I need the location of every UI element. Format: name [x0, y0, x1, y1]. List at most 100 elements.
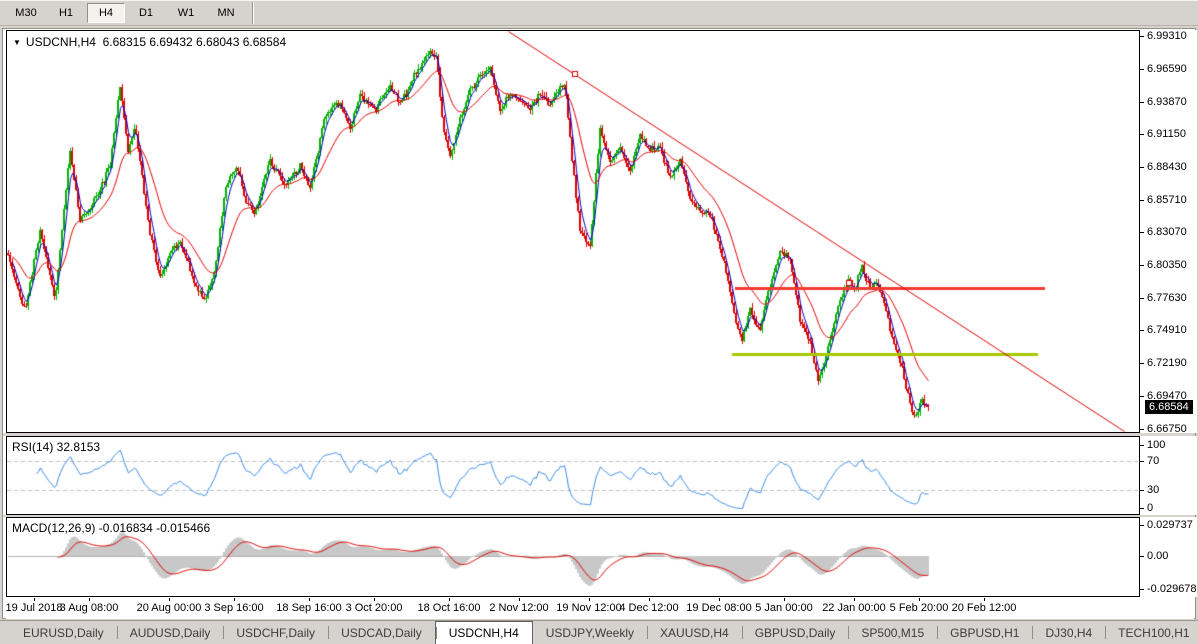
chart-tab-eurusd-daily[interactable]: EURUSD,Daily — [23, 625, 104, 640]
chart-tab-usdcad-daily[interactable]: USDCAD,Daily — [328, 621, 435, 644]
time-axis-tick — [234, 598, 235, 601]
price-axis-label-text: 6.72190 — [1147, 357, 1187, 369]
rsi-axis[interactable]: 100 70 30 0 — [1140, 436, 1197, 515]
axis-tick — [1140, 428, 1144, 430]
timeframe-button-m30[interactable]: M30 — [7, 3, 45, 23]
timeframe-buttons: M30 H1 H4 D1 W1 MN — [6, 3, 246, 23]
axis-tick — [1140, 166, 1144, 168]
time-axis-label: 20 Aug 00:00 — [136, 602, 202, 614]
chart-tab-usdcnh-h4[interactable]: USDCNH,H4 — [434, 621, 533, 644]
price-axis-label: 6.85710 — [1140, 194, 1187, 206]
time-axis-tick — [649, 598, 650, 601]
axis-tick — [1140, 444, 1144, 446]
price-axis-label: 6.83070 — [1140, 226, 1187, 238]
price-axis[interactable]: 6.99310 6.96590 6.93870 6.91150 6.88430 6.857… — [1140, 30, 1197, 435]
time-axis-tick — [374, 598, 375, 601]
chart-tab-xauusd-h4[interactable]: XAUUSD,H4 — [647, 621, 742, 644]
time-axis-tick — [719, 598, 720, 601]
axis-tick — [1140, 460, 1144, 462]
chart-symbol-period: USDCNH,H4 — [25, 35, 96, 49]
axis-tick — [1140, 68, 1144, 70]
timeframe-toolbar: M30 H1 H4 D1 W1 MN — [0, 0, 1198, 26]
toolbar-separator — [252, 2, 254, 24]
time-axis-tick — [984, 598, 985, 601]
time-axis[interactable]: 19 Jul 2018 3 Aug 08:00 20 Aug 00:00 3 Sep … — [6, 598, 1194, 619]
chart-tabs: EURUSD,Daily AUDUSD,Daily USDCHF,Daily USDC… — [10, 621, 1198, 644]
axis-tick — [1140, 329, 1144, 331]
time-axis-label: 18 Oct 16:00 — [417, 602, 481, 614]
price-axis-label-text: 6.93870 — [1147, 96, 1187, 108]
chart-tab-gbpusd-daily[interactable]: GBPUSD,Daily — [741, 621, 849, 644]
time-axis-label: 3 Sep 16:00 — [204, 602, 264, 614]
time-axis-label: 18 Sep 16:00 — [276, 602, 342, 614]
macd-canvas[interactable] — [7, 518, 1139, 596]
timeframe-button-h1[interactable]: H1 — [47, 3, 85, 23]
timeframe-button-mn[interactable]: MN — [207, 3, 245, 23]
macd-axis-label-text: -0.029678 — [1147, 583, 1197, 595]
time-axis-label: 3 Oct 20:00 — [345, 602, 403, 614]
axis-tick — [1140, 489, 1144, 491]
price-axis-label-text: 6.96590 — [1147, 63, 1187, 75]
time-axis-tick — [589, 598, 590, 601]
price-axis-label: 6.72190 — [1140, 357, 1187, 369]
macd-panel[interactable]: MACD(12,26,9) -0.016834 -0.015466 — [6, 517, 1140, 597]
chart-tab-dj30-h4[interactable]: DJ30,H4 — [1032, 621, 1105, 644]
rsi-axis-label: 100 — [1140, 439, 1165, 451]
chart-tab-usdchf-daily[interactable]: USDCHF,Daily — [223, 621, 328, 644]
chart-tab-gbpusd-h1[interactable]: GBPUSD,H1 — [937, 621, 1032, 644]
macd-label: MACD(12,26,9) -0.016834 -0.015466 — [12, 521, 211, 535]
axis-tick — [1140, 555, 1144, 557]
timeframe-button-w1[interactable]: W1 — [167, 3, 205, 23]
rsi-axis-label-text: 100 — [1147, 439, 1166, 451]
price-axis-label-text: 6.74910 — [1147, 324, 1187, 336]
chart-header: ▼ USDCNH,H4 6.68315 6.69432 6.68043 6.685… — [13, 35, 286, 49]
symbol-dropdown-icon[interactable]: ▼ — [13, 38, 21, 47]
current-price-tag: 6.68584 — [1145, 400, 1193, 414]
price-chart-canvas[interactable] — [7, 31, 1139, 432]
chart-tab-tech100-h1[interactable]: TECH100,H1 — [1105, 621, 1198, 644]
price-axis-label-text: 6.88430 — [1147, 161, 1187, 173]
time-axis-tick — [34, 598, 35, 601]
chart-tab-audusd-daily[interactable]: AUDUSD,Daily — [116, 621, 224, 644]
rsi-axis-label-text: 0 — [1147, 502, 1154, 514]
timeframe-button-d1[interactable]: D1 — [127, 3, 165, 23]
timeframe-button-h4[interactable]: H4 — [87, 3, 125, 23]
time-axis-label: 3 Aug 08:00 — [59, 602, 119, 614]
axis-tick — [1140, 362, 1144, 364]
time-axis-tick — [784, 598, 785, 601]
panel-separator[interactable] — [3, 515, 1195, 517]
axis-tick — [1140, 101, 1144, 103]
price-chart-panel[interactable]: ▼ USDCNH,H4 6.68315 6.69432 6.68043 6.685… — [6, 30, 1140, 433]
panel-separator[interactable] — [3, 433, 1195, 436]
axis-tick — [1140, 264, 1144, 266]
rsi-axis-label: 70 — [1140, 455, 1159, 467]
price-axis-label-text: 6.80350 — [1147, 259, 1187, 271]
time-axis-tick — [309, 598, 310, 601]
axis-tick — [1140, 524, 1144, 526]
rsi-panel[interactable]: RSI(14) 32.8153 — [6, 436, 1140, 515]
rsi-axis-label: 30 — [1140, 484, 1159, 496]
price-axis-label-text: 6.69470 — [1147, 390, 1187, 402]
time-axis-label: 22 Jan 00:00 — [822, 602, 886, 614]
axis-tick — [1140, 395, 1144, 397]
time-axis-tick — [169, 598, 170, 601]
macd-axis-label-text: 0.029737 — [1147, 519, 1193, 531]
rsi-canvas[interactable] — [7, 437, 1139, 514]
rsi-label: RSI(14) 32.8153 — [12, 440, 101, 454]
macd-axis-label: -0.029678 — [1140, 583, 1197, 595]
price-axis-label: 6.66750 — [1140, 423, 1187, 435]
time-axis-label: 19 Jul 2018 — [5, 602, 63, 614]
chart-tabbar: EURUSD,Daily AUDUSD,Daily USDCHF,Daily USDC… — [0, 620, 1198, 644]
macd-axis-label: 0.029737 — [1140, 519, 1193, 531]
price-axis-label-text: 6.66750 — [1147, 423, 1187, 435]
axis-tick — [1140, 231, 1144, 233]
price-axis-label: 6.69470 — [1140, 390, 1187, 402]
chart-tab-sp500-m15[interactable]: SP500,M15 — [848, 621, 937, 644]
macd-axis[interactable]: 0.029737 0.00 -0.029678 — [1140, 517, 1197, 597]
axis-tick — [1140, 297, 1144, 299]
chart-window: ▼ USDCNH,H4 6.68315 6.69432 6.68043 6.685… — [2, 28, 1197, 619]
chart-ohlc-values: 6.68315 6.69432 6.68043 6.68584 — [102, 35, 287, 49]
price-axis-label: 6.91150 — [1140, 128, 1186, 140]
axis-tick — [1140, 199, 1144, 201]
chart-tab-usdjpy-weekly[interactable]: USDJPY,Weekly — [545, 625, 635, 640]
